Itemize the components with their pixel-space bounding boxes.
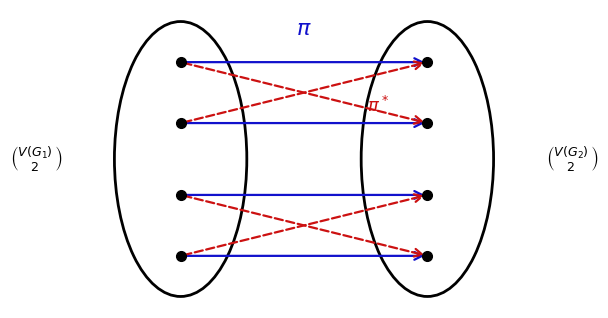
Text: $\binom{V(G_2)}{2}$: $\binom{V(G_2)}{2}$ — [545, 144, 598, 174]
Text: $\pi$: $\pi$ — [296, 18, 312, 40]
Text: $\binom{V(G_1)}{2}$: $\binom{V(G_1)}{2}$ — [10, 144, 63, 174]
Text: $\pi^*$: $\pi^*$ — [367, 96, 389, 116]
